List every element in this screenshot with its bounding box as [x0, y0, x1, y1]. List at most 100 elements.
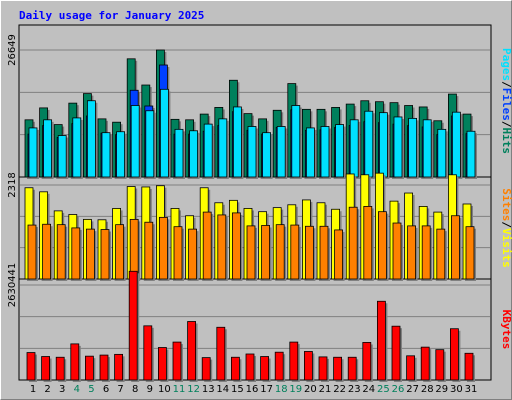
- bar-pages: [28, 127, 39, 179]
- bar-sites-fill: [334, 229, 344, 280]
- day-label: 26: [392, 384, 405, 395]
- bar-kbytes: [26, 352, 37, 382]
- bar-pages-fill: [72, 117, 82, 178]
- bar-pages: [291, 105, 302, 179]
- bar-pages-fill: [422, 119, 432, 178]
- bar-pages: [101, 132, 112, 179]
- bar-pages: [159, 88, 171, 179]
- bar-pages: [335, 124, 346, 179]
- bar-kbytes-fill: [128, 270, 138, 381]
- bar-sites-fill: [421, 225, 431, 280]
- bar-kbytes-fill: [260, 356, 270, 381]
- bar-sites-fill: [129, 218, 139, 280]
- day-label: 6: [103, 384, 109, 395]
- bar-pages: [451, 111, 463, 179]
- bar-sites-fill: [86, 228, 95, 280]
- bar-kbytes: [201, 357, 213, 382]
- bar-kbytes-fill: [391, 325, 401, 381]
- bar-pages: [276, 126, 288, 179]
- bar-pages-fill: [174, 128, 184, 178]
- day-label: 20: [304, 384, 317, 395]
- bar-pages: [437, 128, 448, 179]
- bar-pages-fill: [87, 100, 96, 178]
- bar-pages-fill: [218, 118, 228, 178]
- legend-sites: Sites: [500, 188, 512, 221]
- bar-pages-fill: [437, 128, 447, 178]
- bar-sites: [377, 211, 389, 281]
- bar-sites-fill: [115, 224, 124, 280]
- bar-kbytes-fill: [172, 341, 182, 381]
- bar-kbytes-fill: [406, 355, 416, 381]
- bar-kbytes-fill: [464, 352, 474, 381]
- bar-kbytes-fill: [114, 353, 123, 381]
- day-label: 8: [132, 384, 138, 395]
- bar-pages: [43, 119, 54, 179]
- bar-sites-fill: [450, 215, 460, 280]
- bar-sites-fill: [363, 206, 373, 280]
- legend-kbytes: KBytes: [500, 310, 512, 350]
- bar-pages-fill: [116, 131, 125, 178]
- bar-sites-fill: [407, 225, 417, 280]
- bar-pages: [116, 131, 127, 179]
- bar-sites-fill: [319, 225, 329, 280]
- bar-pages: [393, 116, 404, 179]
- bar-kbytes-fill: [85, 355, 94, 381]
- bar-kbytes: [289, 341, 300, 382]
- legend-files: Files: [500, 88, 512, 121]
- legend-slash: /: [500, 221, 512, 228]
- bar-pages-fill: [451, 111, 461, 178]
- bar-pages-fill: [145, 110, 155, 178]
- plot-border: [18, 24, 492, 381]
- day-label: 23: [348, 384, 361, 395]
- bar-pages: [349, 119, 361, 179]
- bar-pages: [466, 130, 477, 179]
- bar-pages-fill: [57, 135, 67, 178]
- bar-pages-fill: [466, 130, 476, 178]
- bar-pages: [262, 132, 273, 179]
- bar-pages-fill: [364, 110, 374, 178]
- bar-pages: [305, 127, 317, 179]
- day-label: 4: [74, 384, 80, 395]
- day-label: 16: [246, 384, 259, 395]
- bar-kbytes-fill: [70, 343, 80, 381]
- bar-kbytes-fill: [99, 354, 109, 381]
- bar-kbytes: [157, 347, 169, 382]
- day-label: 27: [406, 384, 419, 395]
- bar-sites: [275, 224, 287, 281]
- bar-pages-fill: [276, 126, 286, 178]
- bar-kbytes: [187, 321, 198, 382]
- bar-sites: [144, 221, 155, 281]
- day-label: 13: [202, 384, 215, 395]
- bar-pages: [378, 112, 390, 179]
- axis-max-label: 2318: [7, 172, 18, 197]
- bar-sites: [188, 228, 199, 281]
- bar-sites: [436, 228, 447, 281]
- bar-pages-fill: [291, 105, 301, 178]
- bar-kbytes: [41, 356, 52, 382]
- bar-pages-fill: [159, 88, 169, 178]
- bar-sites: [465, 226, 476, 281]
- bar-kbytes-fill: [230, 356, 240, 381]
- bar-kbytes-fill: [449, 328, 459, 381]
- bar-pages-fill: [189, 130, 199, 178]
- bar-sites: [217, 214, 228, 281]
- day-label: 1: [30, 384, 36, 395]
- bar-kbytes-fill: [26, 352, 36, 381]
- bar-sites-fill: [231, 212, 241, 280]
- bar-sites: [261, 225, 272, 281]
- day-label: 11: [173, 384, 186, 395]
- bar-sites-fill: [173, 226, 183, 280]
- bar-pages-fill: [393, 116, 403, 178]
- bar-sites: [450, 215, 462, 281]
- day-label: 3: [59, 384, 65, 395]
- bar-pages-fill: [320, 126, 330, 178]
- bar-sites-fill: [56, 224, 66, 280]
- bar-pages: [72, 117, 83, 179]
- bar-sites: [290, 224, 301, 281]
- bar-kbytes: [274, 351, 286, 382]
- bar-sites: [392, 222, 403, 281]
- side-legend: Sites/Visits: [500, 188, 512, 268]
- bar-sites-fill: [144, 221, 154, 280]
- bar-sites-fill: [304, 225, 314, 280]
